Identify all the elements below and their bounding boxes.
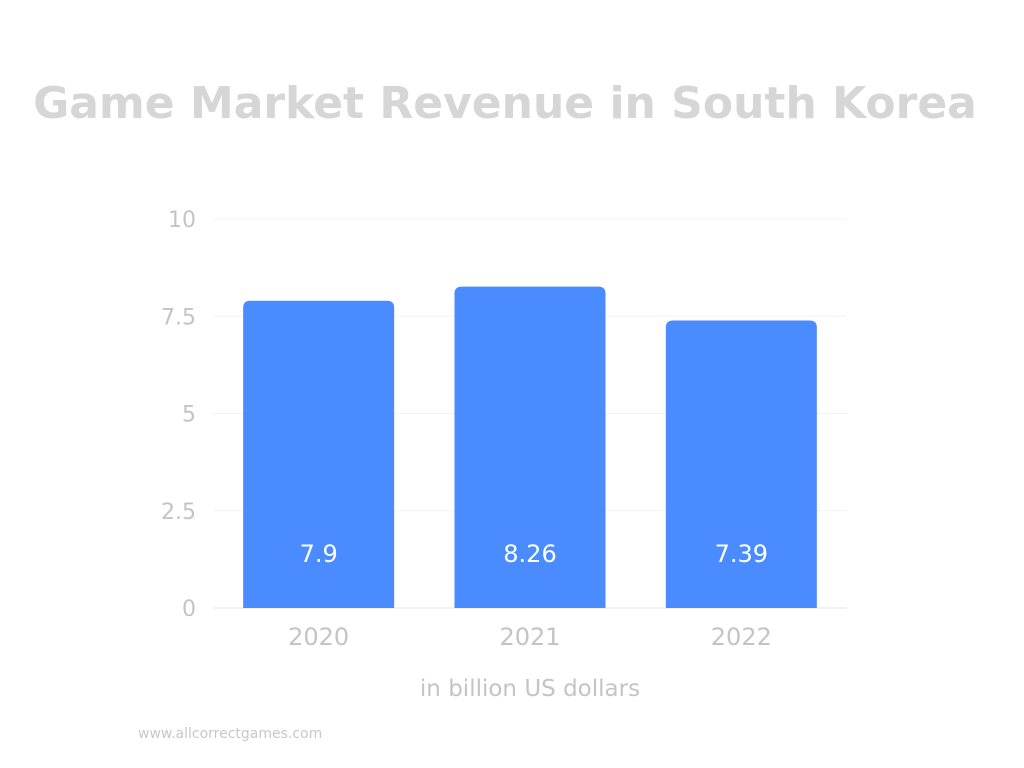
y-tick-label: 2.5 xyxy=(161,500,196,525)
y-tick-label: 5 xyxy=(182,403,196,428)
data-label-2021: 8.26 xyxy=(503,540,556,568)
y-tick-label: 7.5 xyxy=(161,305,196,330)
bar-2020 xyxy=(243,300,395,608)
x-tick-label-2021: 2021 xyxy=(499,623,560,651)
x-axis-ticks: 2020 2021 2022 xyxy=(288,623,772,651)
y-axis-ticks: 0 2.5 5 7.5 10 xyxy=(161,208,196,622)
source-url: www.allcorrectgames.com xyxy=(138,726,323,742)
bar-2021 xyxy=(454,286,606,608)
data-label-2020: 7.9 xyxy=(300,540,338,568)
x-tick-label-2022: 2022 xyxy=(711,623,772,651)
data-label-2022: 7.39 xyxy=(715,540,768,568)
chart-title: Game Market Revenue in South Korea xyxy=(33,78,977,129)
y-tick-label: 10 xyxy=(168,208,196,233)
bars: 7.9 8.26 7.39 xyxy=(243,286,817,608)
x-axis-title: in billion US dollars xyxy=(419,676,641,702)
bar-2022 xyxy=(665,320,817,608)
x-tick-label-2020: 2020 xyxy=(288,623,349,651)
y-tick-label: 0 xyxy=(182,597,196,622)
